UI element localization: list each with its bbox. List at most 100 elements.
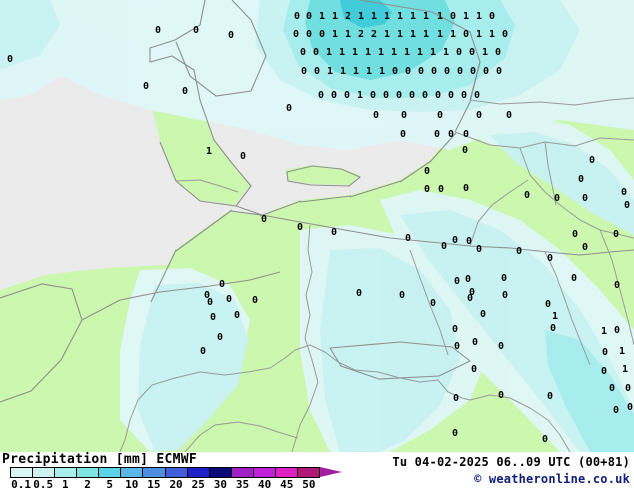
precip-value-label: 0 [588,155,596,166]
precip-value-label: 0 [433,129,441,140]
precip-value-label: 1 [352,66,360,77]
precip-value-label: 0 [613,280,621,291]
precip-value-label: 0 [417,66,425,77]
precip-value-label: 0 [600,366,608,377]
precip-value-label: 1 [422,11,430,22]
precip-value-label: 0 [449,11,457,22]
colorbar-seg-0.1 [11,468,34,477]
tick-10: 10 [125,478,139,491]
colorbar[interactable] [10,467,342,478]
precip-value-label: 0 [251,295,259,306]
precip-value-label: 0 [466,293,474,304]
precip-value-label: 1 [357,11,365,22]
precip-value-label: 1 [409,11,417,22]
precip-value-label: 0 [429,298,437,309]
precip-value-label: 1 [383,11,391,22]
precip-value-label: 0 [330,227,338,238]
precip-value-label: 1 [618,346,626,357]
precip-value-label: 1 [429,47,437,58]
precip-value-label: 0 [451,324,459,335]
precip-value-label: 0 [292,29,300,40]
precip-value-label: 0 [462,129,470,140]
precip-value-label: 0 [626,402,634,413]
precip-value-label: 0 [495,66,503,77]
precip-value-label: 1 [396,11,404,22]
map-canvas [0,0,634,452]
precip-value-label: 0 [482,66,490,77]
precip-value-label: 0 [395,90,403,101]
colorbar-seg-50 [298,468,320,477]
tick-20: 20 [169,478,183,491]
precip-value-label: 1 [318,11,326,22]
colorbar-seg-0.5 [33,468,56,477]
precip-value-label: 1 [364,47,372,58]
precip-value-label: 0 [577,174,585,185]
colorbar-seg-30 [209,468,232,477]
colorbar-seg-40 [253,468,276,477]
precip-value-label: 1 [621,364,629,375]
precip-band-2 [305,0,455,80]
precip-value-label: 0 [612,405,620,416]
forecast-timestamp: Tu 04-02-2025 06..09 UTC (00+81) [392,455,630,469]
precip-value-label: 0 [544,299,552,310]
precip-value-label: 0 [453,276,461,287]
precip-value-label: 0 [430,66,438,77]
precip-value-label: 0 [494,47,502,58]
tick-45: 45 [280,478,294,491]
precip-value-label: 2 [344,11,352,22]
precip-value-label: 0 [475,244,483,255]
precip-value-label: 1 [488,29,496,40]
precip-value-label: 0 [400,110,408,121]
tick-25: 25 [191,478,205,491]
precip-value-label: 0 [601,347,609,358]
precip-value-label: 0 [423,166,431,177]
precip-value-label: 0 [6,54,14,65]
precip-value-label: 1 [390,47,398,58]
precip-value-label: 0 [233,310,241,321]
precip-value-label: 1 [436,29,444,40]
precip-value-label: 1 [377,47,385,58]
precip-value-label: 0 [296,222,304,233]
precip-value-label: 0 [398,290,406,301]
precip-value-label: 0 [154,25,162,36]
precip-value-label: 0 [461,145,469,156]
precip-value-label: 0 [440,241,448,252]
precip-value-label: 0 [541,434,549,445]
precip-value-label: 1 [422,29,430,40]
precip-value-label: 0 [497,390,505,401]
precip-value-label: 0 [571,229,579,240]
precip-value-label: 0 [620,187,628,198]
precip-value-label: 1 [383,29,391,40]
precip-value-label: 0 [581,242,589,253]
precip-value-label: 0 [330,90,338,101]
precip-value-label: 0 [443,66,451,77]
colorbar-seg-20 [165,468,188,477]
colorbar-seg-25 [187,468,210,477]
precip-value-label: 1 [449,29,457,40]
precip-value-label: 1 [339,66,347,77]
tick-5: 5 [106,478,113,491]
tick-30: 30 [213,478,227,491]
precip-value-label: 1 [378,66,386,77]
precip-value-label: 0 [404,233,412,244]
precip-value-label: 0 [437,184,445,195]
precip-value-label: 0 [225,294,233,305]
precip-value-label: 0 [199,346,207,357]
precip-value-label: 1 [551,311,559,322]
precip-value-label: 0 [300,66,308,77]
precip-value-label: 0 [305,11,313,22]
precip-value-label: 0 [515,246,523,257]
precip-value-label: 0 [546,391,554,402]
precip-value-label: 0 [613,325,621,336]
colorbar-seg-10 [121,468,144,477]
border-layer [119,97,634,452]
precip-value-label: 1 [396,29,404,40]
legend-bar: Precipitation [mm] ECMWF 0.1 0.5 1 2 5 10 15 20… [0,452,634,491]
precip-value-label: 0 [623,200,631,211]
precip-value-label: 0 [391,66,399,77]
precip-value-label: 0 [206,297,214,308]
precip-value-label: 0 [218,279,226,290]
precip-value-label: 0 [436,110,444,121]
